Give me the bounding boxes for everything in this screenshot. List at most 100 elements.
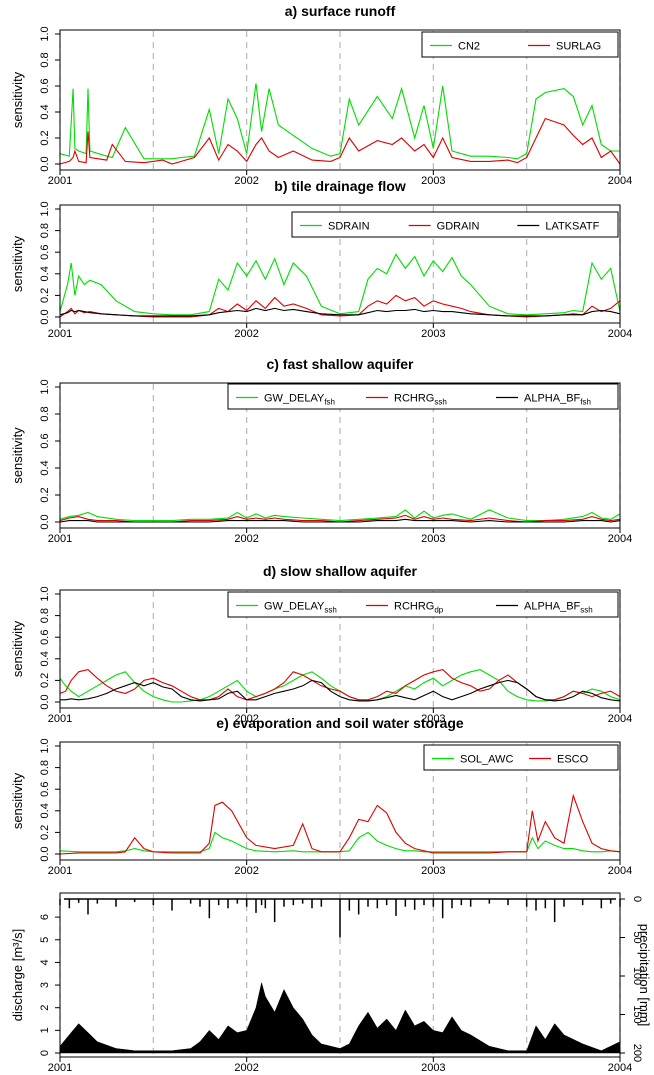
y-tick-label: 0.6 bbox=[39, 782, 51, 797]
x-tick-label: 2004 bbox=[608, 713, 632, 725]
chart-title: b) tile drainage flow bbox=[274, 178, 406, 194]
plot-frame bbox=[59, 204, 621, 324]
legend-label: LATKSATF bbox=[545, 221, 599, 233]
y-tick-label: 0.0 bbox=[39, 309, 51, 324]
y-tick-label: 0.0 bbox=[39, 514, 51, 529]
legend-box bbox=[291, 211, 619, 238]
y-axis-label: sensitivity bbox=[10, 427, 25, 484]
y-tick-label: 0.4 bbox=[39, 651, 51, 666]
y-axis-label: discharge [m³/s] bbox=[10, 929, 25, 1021]
legend: CN2 SURLAG bbox=[421, 31, 619, 58]
y-tick-label: 0.2 bbox=[39, 673, 51, 688]
y-tick-label: 1 bbox=[39, 1027, 51, 1033]
legend-label: SDRAIN bbox=[328, 221, 370, 233]
y-tick-label: 0.6 bbox=[39, 433, 51, 448]
x-tick-label: 2004 bbox=[608, 175, 632, 187]
y-axis-label: sensitivity bbox=[10, 71, 25, 128]
y-tick-label: 0.2 bbox=[39, 487, 51, 502]
legend-label: SOL_AWC bbox=[460, 754, 513, 766]
x-tick-label: 2003 bbox=[421, 865, 445, 877]
plot-frame bbox=[59, 589, 621, 709]
legend-label: RCHRGdp bbox=[394, 601, 444, 615]
panel-3: c) fast shallow aquifer 0.0 0.2 0.4 0.6 0.8 1.… bbox=[10, 356, 632, 545]
x-tick-label: 2001 bbox=[48, 865, 72, 877]
x-tick-label: 2003 bbox=[421, 533, 445, 545]
x-tick-label: 2003 bbox=[421, 713, 445, 725]
series-line bbox=[59, 793, 621, 855]
y-tick-label: 0.4 bbox=[39, 266, 51, 281]
series-line bbox=[59, 509, 621, 522]
y-tick-label: 1.0 bbox=[39, 379, 51, 394]
x-tick-label: 2001 bbox=[48, 533, 72, 545]
y2-tick-label: 0 bbox=[631, 896, 643, 902]
x-tick-label: 2001 bbox=[48, 1062, 72, 1074]
series-line bbox=[59, 83, 620, 160]
y-tick-label: 0.8 bbox=[39, 223, 51, 238]
plot-frame bbox=[59, 29, 621, 171]
legend-label: GW_DELAYfsh bbox=[264, 393, 335, 407]
y-tick-label: 6 bbox=[39, 914, 51, 920]
y-tick-label: 0.2 bbox=[39, 288, 51, 303]
chart-title: c) fast shallow aquifer bbox=[266, 356, 414, 372]
x-tick-label: 2003 bbox=[421, 1062, 445, 1074]
y-tick-label: 3 bbox=[39, 982, 51, 988]
legend-label: ESCO bbox=[557, 754, 589, 766]
legend-label: GW_DELAYssh bbox=[264, 601, 337, 615]
legend-label: RCHRGssh bbox=[394, 393, 447, 407]
y-tick-label: 4 bbox=[39, 959, 51, 965]
y-tick-label: 0.4 bbox=[39, 104, 51, 119]
plot-frame bbox=[59, 892, 621, 1058]
y-tick-label: 0.6 bbox=[39, 630, 51, 645]
series-line bbox=[59, 253, 621, 316]
y-tick-label: 1.0 bbox=[39, 26, 51, 41]
y-tick-label: 0.8 bbox=[39, 760, 51, 775]
series-line bbox=[59, 518, 621, 523]
series-line bbox=[59, 117, 621, 165]
x-tick-label: 2004 bbox=[608, 533, 632, 545]
x-tick-label: 2002 bbox=[234, 175, 258, 187]
legend-label: ALPHA_BFssh bbox=[524, 601, 593, 615]
legend: SDRAIN GDRAIN LATKSATF bbox=[291, 211, 619, 238]
y-tick-label: 0.2 bbox=[39, 825, 51, 840]
y-tick-label: 0.2 bbox=[39, 130, 51, 145]
panel-6: 0 50 100 150 200 precipitation [mm] 0 1 2 3 4 5 6 dis… bbox=[10, 892, 652, 1074]
legend: SOL_AWC ESCO bbox=[423, 744, 619, 771]
y-axis-label: sensitivity bbox=[10, 235, 25, 292]
legend-box bbox=[227, 591, 619, 618]
y-tick-label: 0.4 bbox=[39, 460, 51, 475]
y-tick-label: 5 bbox=[39, 937, 51, 943]
x-tick-label: 2002 bbox=[234, 533, 258, 545]
plot-frame bbox=[59, 382, 621, 529]
y2-axis-label: precipitation [mm] bbox=[637, 924, 652, 1027]
y-tick-label: 0.8 bbox=[39, 52, 51, 67]
chart-title: e) evaporation and soil water storage bbox=[216, 715, 464, 731]
legend-label: CN2 bbox=[458, 41, 480, 53]
x-tick-label: 2002 bbox=[234, 1062, 258, 1074]
y-tick-label: 0.6 bbox=[39, 78, 51, 93]
panel-4: d) slow shallow aquifer 0.0 0.2 0.4 0.6 0.8 1.… bbox=[10, 563, 632, 725]
legend-box bbox=[227, 383, 619, 410]
y-tick-label: 0.0 bbox=[39, 156, 51, 171]
x-tick-label: 2002 bbox=[234, 865, 258, 877]
legend-label: ALPHA_BFfsh bbox=[524, 393, 591, 407]
series-line bbox=[59, 669, 621, 703]
series-line bbox=[59, 307, 621, 317]
panel-5: e) evaporation and soil water storage 0.0… bbox=[10, 715, 632, 877]
legend-label: SURLAG bbox=[556, 41, 601, 53]
x-tick-label: 2001 bbox=[48, 175, 72, 187]
x-tick-label: 2004 bbox=[608, 1062, 632, 1074]
x-tick-label: 2002 bbox=[234, 328, 258, 340]
x-tick-label: 2001 bbox=[48, 713, 72, 725]
y-tick-label: 1.0 bbox=[39, 201, 51, 216]
legend-box bbox=[423, 744, 619, 771]
y2-tick-label: 150 bbox=[631, 1005, 643, 1023]
series-line bbox=[60, 679, 621, 702]
legend-box bbox=[421, 31, 619, 58]
y-tick-label: 0.0 bbox=[39, 694, 51, 709]
y-tick-label: 0.6 bbox=[39, 245, 51, 260]
x-tick-label: 2003 bbox=[421, 328, 445, 340]
y-tick-label: 1.0 bbox=[39, 586, 51, 601]
x-tick-label: 2003 bbox=[421, 175, 445, 187]
legend: GW_DELAYfsh RCHRGssh ALPHA_BFfsh bbox=[227, 383, 619, 410]
